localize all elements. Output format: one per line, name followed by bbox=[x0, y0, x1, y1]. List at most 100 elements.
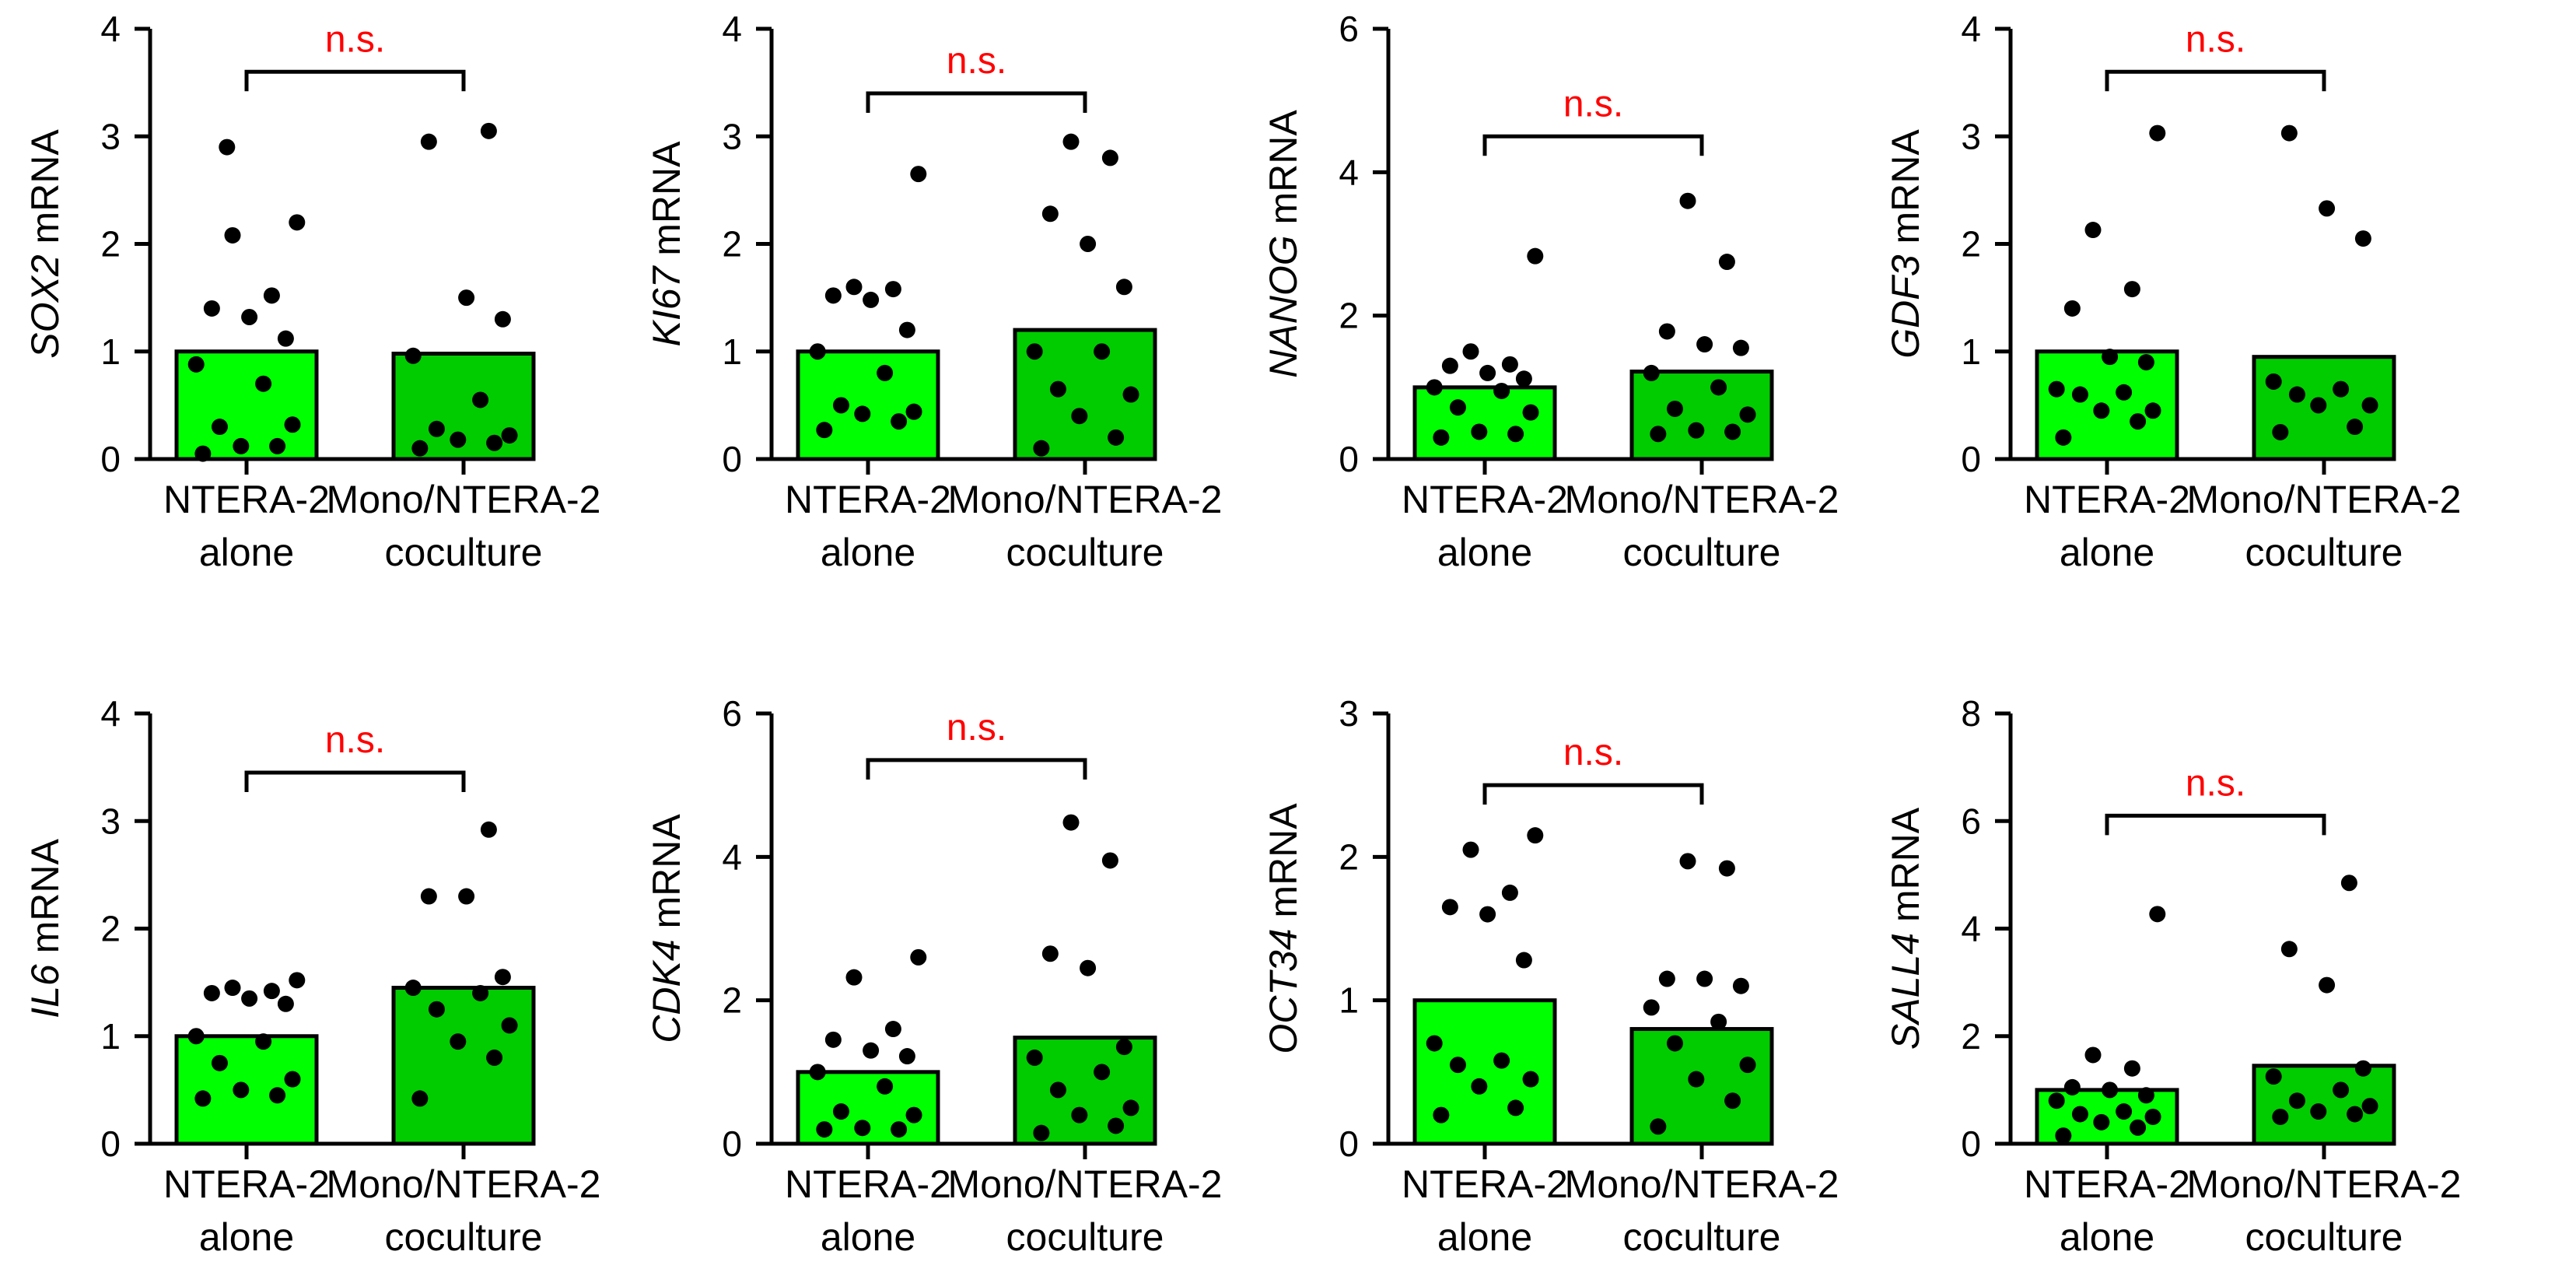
data-point bbox=[1501, 356, 1518, 373]
data-point bbox=[1688, 1071, 1705, 1088]
y-tick-label: 0 bbox=[1961, 439, 1981, 479]
panel-oct34: 0 1 2 3 NTERA-2 alone Mono/NTERA-2 coculture OCT… bbox=[1262, 693, 1839, 1259]
gene-name: IL6 bbox=[23, 964, 67, 1018]
data-point bbox=[277, 995, 294, 1012]
data-point bbox=[1471, 1078, 1488, 1095]
data-point bbox=[2063, 300, 2081, 317]
data-point bbox=[1650, 426, 1667, 443]
data-point bbox=[2093, 402, 2110, 419]
data-point bbox=[1479, 906, 1496, 923]
data-point bbox=[1515, 952, 1532, 969]
data-point bbox=[824, 1031, 842, 1048]
category-label-alone: NTERA-2 bbox=[1402, 1162, 1568, 1206]
data-point bbox=[1441, 899, 1458, 916]
data-point bbox=[1094, 343, 1111, 360]
y-tick-label: 3 bbox=[1339, 693, 1359, 734]
y-axis-unit: mRNA bbox=[23, 839, 67, 965]
data-point bbox=[486, 434, 503, 451]
data-point bbox=[450, 431, 467, 448]
data-point bbox=[1094, 1064, 1111, 1081]
data-point bbox=[1658, 323, 1675, 340]
category-label-alone: alone bbox=[821, 1215, 915, 1259]
data-point bbox=[211, 1054, 228, 1071]
data-point bbox=[884, 281, 901, 298]
data-point bbox=[832, 397, 849, 414]
category-label-coculture: Mono/NTERA-2 bbox=[948, 1162, 1223, 1206]
data-point bbox=[263, 287, 280, 304]
y-tick-label: 6 bbox=[722, 693, 742, 734]
data-point bbox=[2048, 380, 2065, 398]
y-tick-label: 2 bbox=[1961, 1016, 1981, 1057]
data-point bbox=[2102, 349, 2119, 366]
data-point bbox=[1666, 400, 1683, 417]
y-axis-label: IL6 mRNA bbox=[23, 839, 67, 1018]
data-point bbox=[2288, 386, 2305, 403]
category-label-alone: alone bbox=[199, 531, 294, 574]
data-point bbox=[187, 1028, 205, 1045]
panel-il6: 0 1 2 3 4 NTERA-2 alone Mono/NTERA-2 coculture IL… bbox=[23, 693, 600, 1259]
y-tick-label: 0 bbox=[100, 439, 121, 479]
data-point bbox=[891, 1121, 908, 1138]
category-label-coculture: coculture bbox=[2245, 531, 2403, 574]
significance-bracket bbox=[244, 770, 466, 793]
data-point bbox=[1426, 379, 1443, 396]
data-point bbox=[2149, 906, 2166, 923]
data-point bbox=[845, 969, 863, 986]
data-point bbox=[458, 289, 475, 307]
y-axis-label: GDF3 mRNA bbox=[1884, 129, 1927, 359]
data-point bbox=[219, 138, 236, 156]
y-axis-unit: mRNA bbox=[1884, 807, 1927, 933]
data-point bbox=[863, 1042, 880, 1059]
y-tick-label: 4 bbox=[100, 693, 121, 734]
data-point bbox=[1433, 1106, 1450, 1124]
data-point bbox=[2280, 124, 2298, 142]
data-point bbox=[2310, 397, 2327, 414]
data-point bbox=[486, 1049, 503, 1066]
data-point bbox=[187, 356, 205, 373]
y-axis-label: SOX2 mRNA bbox=[23, 129, 67, 359]
data-point bbox=[1115, 279, 1132, 296]
y-axis-unit: mRNA bbox=[1262, 803, 1305, 929]
category-label-alone: alone bbox=[1437, 531, 1532, 574]
data-point bbox=[224, 226, 241, 244]
data-point bbox=[1522, 1071, 1539, 1088]
category-label-coculture: Mono/NTERA-2 bbox=[1565, 478, 1839, 521]
data-point bbox=[420, 133, 437, 150]
data-point bbox=[845, 279, 863, 296]
data-point bbox=[1688, 422, 1705, 439]
data-point bbox=[2272, 1108, 2289, 1125]
data-point bbox=[1515, 370, 1532, 387]
data-point bbox=[1108, 429, 1125, 446]
y-tick-label: 0 bbox=[100, 1124, 121, 1164]
data-point bbox=[501, 1017, 518, 1034]
data-point bbox=[809, 343, 826, 360]
data-point bbox=[255, 375, 272, 392]
data-point bbox=[289, 972, 306, 989]
data-point bbox=[404, 980, 422, 997]
data-point bbox=[241, 309, 258, 326]
category-label-alone: NTERA-2 bbox=[2024, 1162, 2190, 1206]
data-point bbox=[2102, 1081, 2119, 1099]
significance-bracket bbox=[866, 91, 1087, 113]
data-point bbox=[2063, 1078, 2081, 1095]
data-point bbox=[2116, 384, 2133, 401]
data-point bbox=[809, 1064, 826, 1081]
category-label-coculture: coculture bbox=[385, 1215, 543, 1259]
category-label-alone: NTERA-2 bbox=[785, 1162, 951, 1206]
data-point bbox=[1426, 1035, 1443, 1052]
data-point bbox=[269, 1087, 286, 1104]
data-point bbox=[472, 391, 489, 408]
data-point bbox=[1666, 1035, 1683, 1052]
gene-name: SALL4 bbox=[1884, 933, 1927, 1050]
significance-bracket bbox=[866, 758, 1087, 780]
category-label-coculture: Mono/NTERA-2 bbox=[327, 1162, 601, 1206]
data-point bbox=[1696, 970, 1713, 987]
category-label-coculture: Mono/NTERA-2 bbox=[1565, 1162, 1839, 1206]
category-label-alone: alone bbox=[2060, 531, 2154, 574]
category-label-alone: alone bbox=[199, 1215, 294, 1259]
data-point bbox=[1643, 364, 1660, 381]
data-point bbox=[2055, 429, 2072, 446]
data-point bbox=[269, 437, 286, 454]
data-point bbox=[2084, 1046, 2102, 1064]
